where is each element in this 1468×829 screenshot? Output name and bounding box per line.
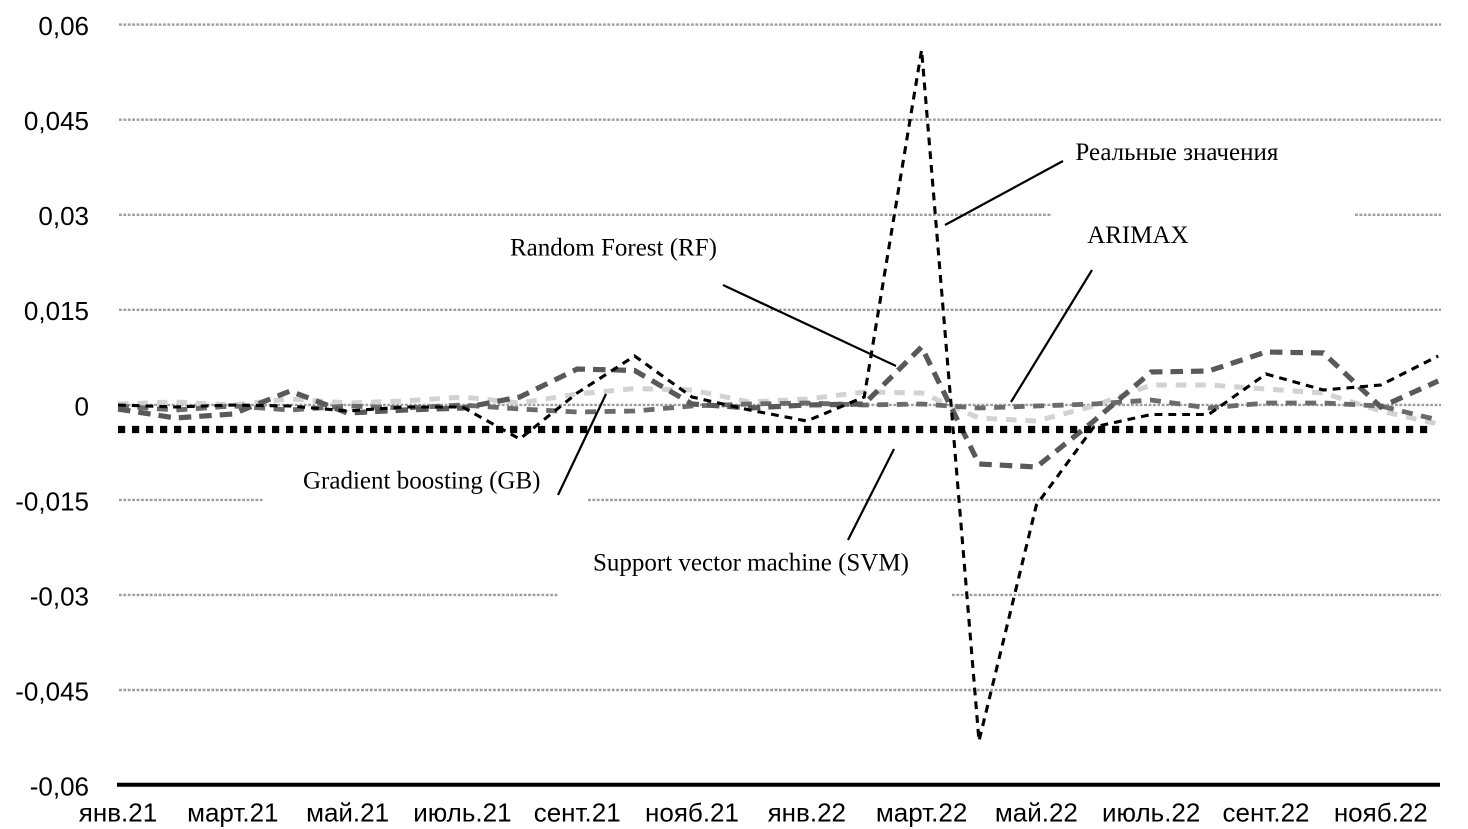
svg-text:Gradient boosting (GB): Gradient boosting (GB) [303,467,540,494]
svg-text:март.22: март.22 [876,797,967,827]
svg-text:0: 0 [75,391,89,421]
svg-text:март.21: март.21 [187,797,278,827]
svg-text:-0,06: -0,06 [30,771,89,801]
svg-text:0,06: 0,06 [38,11,89,41]
svg-text:Support vector machine (SVM): Support vector machine (SVM) [593,549,909,576]
svg-text:сент.22: сент.22 [1223,797,1310,827]
svg-text:сент.21: сент.21 [534,797,621,827]
svg-text:-0,03: -0,03 [30,581,89,611]
svg-text:июль.22: июль.22 [1102,797,1200,827]
svg-text:-0,045: -0,045 [15,676,89,706]
svg-text:нояб.21: нояб.21 [645,797,739,827]
svg-text:-0,015: -0,015 [15,486,89,516]
svg-text:0,03: 0,03 [38,201,89,231]
svg-text:Реальные значения: Реальные значения [1075,139,1278,166]
svg-text:ARIMAX: ARIMAX [1087,222,1188,249]
svg-text:0,015: 0,015 [24,296,89,326]
svg-text:май.22: май.22 [995,797,1078,827]
svg-text:янв.22: янв.22 [768,797,846,827]
svg-text:нояб.22: нояб.22 [1334,797,1428,827]
svg-text:0,045: 0,045 [24,106,89,136]
svg-text:июль.21: июль.21 [413,797,511,827]
svg-text:май.21: май.21 [306,797,389,827]
svg-text:Random Forest (RF): Random Forest (RF) [510,234,717,261]
svg-text:янв.21: янв.21 [79,797,157,827]
